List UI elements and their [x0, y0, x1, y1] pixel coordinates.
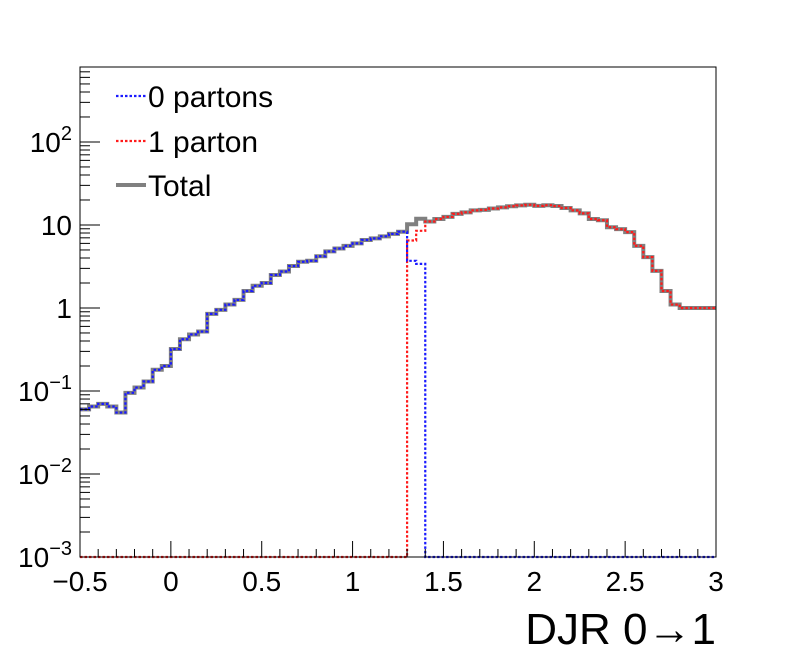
y-tick-labels: 10−3 10−2 10−1 1 10 102 — [18, 123, 72, 573]
series-layer — [80, 202, 716, 559]
y-tick-label: 10−2 — [18, 455, 72, 490]
series-line-total — [80, 202, 716, 415]
x-tick-label: 1 — [345, 566, 361, 597]
x-tick-label: 1.5 — [424, 566, 463, 597]
series-line-0-partons — [80, 230, 716, 559]
y-tick-label: 10−1 — [18, 372, 72, 407]
tick-marks — [79, 66, 717, 558]
legend-label: Total — [148, 170, 211, 203]
x-tick-label: −0.5 — [52, 566, 107, 597]
legend-label: 0 partons — [148, 81, 273, 114]
y-tick-label: 1 — [56, 293, 72, 324]
x-tick-label: 2.5 — [606, 566, 645, 597]
x-tick-labels: −0.5 0 0.5 1 1.5 2 2.5 3 — [52, 566, 723, 597]
x-tick-label: 0.5 — [242, 566, 281, 597]
y-tick-label: 10 — [41, 210, 72, 241]
x-tick-label: 3 — [708, 566, 724, 597]
x-axis-title: DJR 0→1 — [525, 605, 716, 654]
x-tick-label: 2 — [526, 566, 542, 597]
y-tick-label: 10−3 — [18, 538, 72, 573]
y-tick-label: 102 — [30, 123, 72, 158]
series-line-1-parton — [80, 203, 716, 559]
legend: 0 partons 1 parton Total — [116, 81, 273, 203]
x-tick-label: 0 — [163, 566, 179, 597]
legend-label: 1 parton — [148, 126, 258, 159]
